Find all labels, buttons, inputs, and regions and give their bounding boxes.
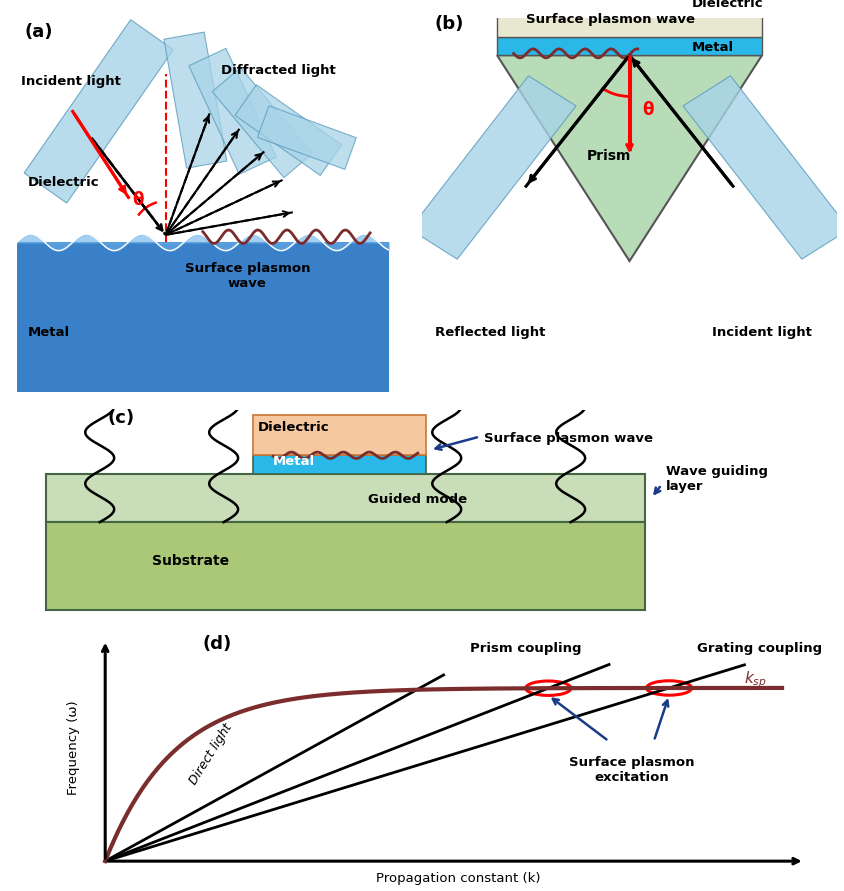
Text: Surface plasmon
wave: Surface plasmon wave [185,262,310,290]
Bar [164,32,226,168]
Text: Prism coupling: Prism coupling [469,642,581,655]
Text: Dielectric: Dielectric [257,421,329,434]
Bar [252,455,425,474]
Bar [17,242,388,392]
Text: Guided mode: Guided mode [368,494,467,506]
Text: θ: θ [641,101,652,119]
Text: Metal: Metal [273,454,315,468]
Bar [24,20,173,203]
Text: Surface plasmon wave: Surface plasmon wave [484,432,652,445]
Text: Metal: Metal [28,326,70,339]
Bar [46,474,644,522]
Bar [257,106,356,169]
Bar [212,68,312,177]
Polygon shape [496,55,761,261]
Bar [235,85,341,176]
Text: Surface plasmon wave: Surface plasmon wave [525,13,695,27]
Bar [189,48,276,175]
Text: (d): (d) [203,635,232,653]
Text: Reflected light: Reflected light [435,326,544,339]
Text: Prism: Prism [586,149,630,163]
Text: Dielectric: Dielectric [691,0,762,10]
Bar [682,76,844,259]
Text: $k_{sp}$: $k_{sp}$ [744,669,766,690]
Text: Grating coupling: Grating coupling [696,642,821,655]
Text: Surface plasmon
excitation: Surface plasmon excitation [568,756,693,783]
Bar [46,522,644,610]
Text: Frequency (ω): Frequency (ω) [67,700,80,796]
Text: Incident light: Incident light [20,75,121,88]
Text: (b): (b) [435,15,463,33]
Text: Metal: Metal [691,42,733,54]
Text: Direct light: Direct light [187,721,234,787]
Text: Incident light: Incident light [711,326,811,339]
Text: Wave guiding
layer: Wave guiding layer [665,465,766,493]
Text: θ: θ [132,191,143,208]
Bar [252,415,425,455]
Text: Propagation constant (k): Propagation constant (k) [376,872,540,885]
Text: Substrate: Substrate [152,554,229,568]
Text: (c): (c) [108,409,135,427]
Text: Diffracted light: Diffracted light [221,64,336,77]
Text: (a): (a) [24,22,53,40]
Bar [496,37,761,55]
Bar [496,0,761,37]
Text: Dielectric: Dielectric [28,176,100,189]
Bar [409,76,576,259]
